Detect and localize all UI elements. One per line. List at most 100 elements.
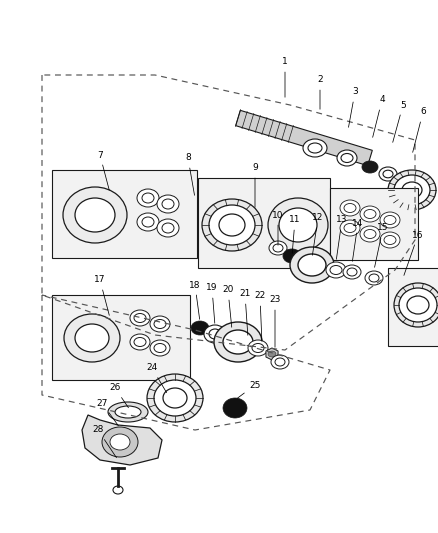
Text: 21: 21 [239,289,251,335]
Ellipse shape [157,195,179,213]
Ellipse shape [64,314,120,362]
Ellipse shape [362,161,378,173]
Polygon shape [266,348,278,360]
Ellipse shape [223,330,253,354]
Ellipse shape [340,220,360,236]
Ellipse shape [110,434,130,450]
Text: 6: 6 [413,108,426,152]
Ellipse shape [399,288,437,322]
Text: 11: 11 [289,215,301,253]
Ellipse shape [394,175,430,205]
Text: 3: 3 [349,87,358,127]
Ellipse shape [75,198,115,232]
Polygon shape [82,415,162,465]
Ellipse shape [268,198,328,252]
Ellipse shape [191,321,209,335]
Ellipse shape [379,167,397,181]
Ellipse shape [162,223,174,233]
Ellipse shape [365,271,383,285]
Text: 7: 7 [97,150,110,190]
Ellipse shape [383,170,393,178]
Ellipse shape [157,219,179,237]
Ellipse shape [271,355,289,369]
Ellipse shape [150,316,170,332]
Ellipse shape [273,244,283,252]
Ellipse shape [360,206,380,222]
Ellipse shape [130,310,150,326]
Text: 20: 20 [223,286,234,327]
Ellipse shape [252,343,264,352]
Ellipse shape [154,380,196,416]
Text: 1: 1 [282,58,288,97]
Text: 13: 13 [336,215,348,259]
Ellipse shape [330,265,342,274]
Text: 24: 24 [146,364,166,393]
Ellipse shape [63,187,127,243]
Ellipse shape [347,268,357,276]
Ellipse shape [108,402,148,422]
Text: 8: 8 [185,154,194,195]
Ellipse shape [209,205,255,245]
Ellipse shape [154,343,166,352]
Bar [52,295,190,380]
Ellipse shape [384,236,396,245]
Ellipse shape [303,139,327,157]
Ellipse shape [275,358,285,366]
Ellipse shape [337,150,357,166]
Ellipse shape [344,204,356,213]
Text: 14: 14 [352,219,364,261]
Ellipse shape [364,230,376,238]
Ellipse shape [340,200,360,216]
Ellipse shape [407,296,429,314]
Text: 9: 9 [252,164,258,207]
Ellipse shape [142,217,154,227]
Ellipse shape [341,154,353,163]
Ellipse shape [380,212,400,228]
Ellipse shape [343,265,361,279]
Text: 25: 25 [237,381,261,398]
Ellipse shape [364,209,376,219]
Ellipse shape [137,213,159,231]
Text: 12: 12 [312,214,324,255]
Ellipse shape [154,319,166,328]
Text: 5: 5 [393,101,406,142]
Text: 22: 22 [254,292,265,341]
Ellipse shape [137,189,159,207]
Text: 4: 4 [373,95,385,138]
Ellipse shape [202,199,262,251]
Ellipse shape [380,232,400,248]
Ellipse shape [308,143,322,153]
Ellipse shape [147,374,203,422]
Text: 26: 26 [110,384,128,408]
Ellipse shape [142,193,154,203]
Ellipse shape [209,329,221,339]
Text: 23: 23 [269,295,281,347]
Ellipse shape [163,388,187,408]
Text: 18: 18 [189,280,201,319]
Ellipse shape [204,325,226,343]
Ellipse shape [279,208,317,242]
Ellipse shape [219,214,245,236]
Text: 17: 17 [94,276,110,316]
Ellipse shape [130,334,150,350]
Text: 27: 27 [96,399,118,426]
Ellipse shape [269,241,287,255]
Ellipse shape [394,283,438,327]
Bar [52,170,197,258]
Polygon shape [236,110,372,166]
Ellipse shape [326,262,346,278]
Ellipse shape [344,223,356,232]
Text: 10: 10 [272,211,284,245]
Bar [388,268,438,346]
Ellipse shape [223,398,247,418]
Ellipse shape [134,337,146,346]
Bar [330,188,418,260]
Text: 28: 28 [92,425,117,458]
Ellipse shape [248,340,268,356]
Text: 15: 15 [374,223,389,267]
Ellipse shape [75,324,109,352]
Ellipse shape [102,427,138,457]
Ellipse shape [134,313,146,322]
Ellipse shape [360,226,380,242]
Ellipse shape [384,215,396,224]
